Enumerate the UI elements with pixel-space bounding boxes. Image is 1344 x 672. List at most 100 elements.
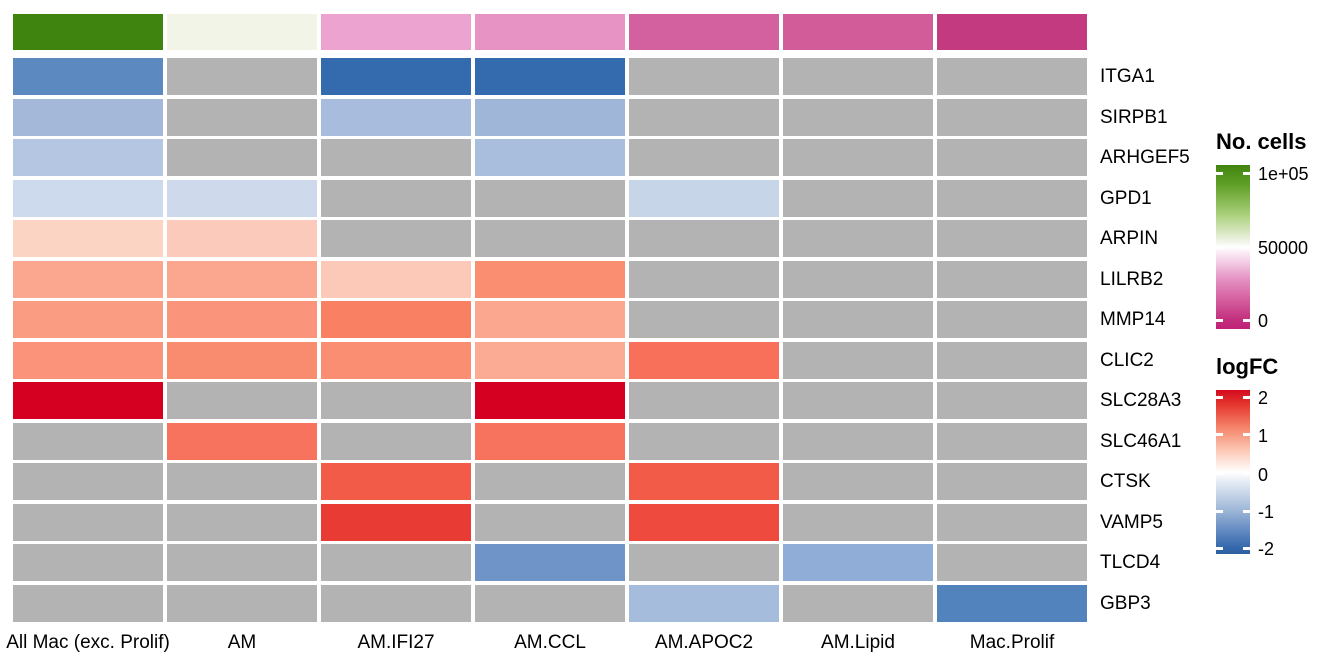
gene-label: VAMP5 <box>1100 511 1164 533</box>
heatmap-cell <box>321 139 471 176</box>
heatmap-cell <box>475 58 625 95</box>
heatmap-cell <box>321 463 471 500</box>
heatmap-cell <box>783 260 933 298</box>
gene-label: MMP14 <box>1100 309 1166 330</box>
heatmap-cell <box>937 422 1087 460</box>
legend-tick-mark <box>1243 546 1250 550</box>
cluster-label-cell: All Mac (exc. Prolif) <box>6 632 170 654</box>
heatmap-cell <box>167 179 317 217</box>
heatmap-cell <box>475 139 625 176</box>
heatmap-cell <box>783 179 933 217</box>
heatmap-cell <box>167 584 317 622</box>
heatmap-cell <box>475 544 625 581</box>
legend-tick-mark <box>1243 509 1250 513</box>
heatmap-cell <box>13 260 163 298</box>
legend-tick-mark <box>1216 546 1223 550</box>
cluster-label: AM.APOC2 <box>654 632 754 653</box>
cluster-label: All Mac (exc. Prolif) <box>6 632 170 653</box>
gene-label: TLCD4 <box>1100 552 1161 573</box>
heatmap-cell <box>321 98 471 136</box>
heatmap-cell <box>167 301 317 338</box>
heatmap-cell <box>475 382 625 419</box>
heatmap-cell <box>475 98 625 136</box>
heatmap-cell <box>937 58 1087 95</box>
heatmap-cell <box>937 139 1087 176</box>
heatmap-cell <box>475 503 625 541</box>
gene-label: GBP3 <box>1100 592 1151 614</box>
heatmap-cell <box>937 584 1087 622</box>
legend-logfc-colorbar: 2 1 0 -1 -2 <box>1216 389 1274 558</box>
heatmap-cell <box>629 503 779 541</box>
heatmap-cell <box>167 260 317 298</box>
heatmap-cell <box>937 544 1087 581</box>
gene-label: CTSK <box>1100 471 1151 492</box>
heatmap-cell <box>13 220 163 257</box>
cluster-label: AM.Lipid <box>821 632 895 653</box>
heatmap-cell <box>783 463 933 500</box>
heatmap-cell <box>13 301 163 338</box>
legend-tick-label: 0 <box>1258 311 1269 332</box>
cluster-label: Mac.Prolif <box>969 632 1055 653</box>
heatmap-cell <box>321 422 471 460</box>
legend-tick-mark <box>1243 395 1250 399</box>
legend-no-cells-title: No. cells <box>1216 129 1307 154</box>
heatmap-cell <box>937 463 1087 500</box>
legend-tick-mark <box>1216 395 1223 399</box>
gene-label: SIRPB1 <box>1100 106 1168 128</box>
legend-tick-mark <box>1243 245 1250 249</box>
legend-tick-mark <box>1216 318 1223 322</box>
heatmap-cell <box>783 341 933 379</box>
heatmap-cell <box>13 463 163 500</box>
heatmap-cell <box>783 503 933 541</box>
cluster-label-cell: Mac.Prolif <box>937 632 1087 654</box>
heatmap-cell <box>937 301 1087 338</box>
heatmap-cell <box>321 179 471 217</box>
column-labels: All Mac (exc. Prolif) AM AM.IFI27 AM.CCL AM.… <box>6 632 1087 654</box>
legend-tick-mark <box>1216 509 1223 513</box>
heatmap-grid: ITGA1 SIRPB1 ARHGEF5 GPD1 ARPIN LILRB2 MMP14 CL… <box>13 58 1201 622</box>
heatmap-cell <box>783 98 933 136</box>
heatmap-cell <box>321 503 471 541</box>
heatmap-cell <box>629 260 779 298</box>
heatmap-cell <box>629 139 779 176</box>
heatmap-cell <box>167 422 317 460</box>
gene-label: ARPIN <box>1100 228 1159 249</box>
heatmap-cell <box>13 341 163 379</box>
legend-tick-label: 2 <box>1258 388 1269 409</box>
heatmap-cell <box>13 544 163 581</box>
heatmap-cell <box>475 584 625 622</box>
cluster-label: AM.CCL <box>514 632 586 653</box>
gene-label: GPD1 <box>1100 187 1152 209</box>
heatmap-cell <box>167 220 317 257</box>
legend-tick-mark <box>1216 171 1223 175</box>
heatmap-cell <box>167 503 317 541</box>
cluster-label: AM.IFI27 <box>357 632 435 653</box>
heatmap-cell <box>13 584 163 622</box>
heatmap-cell <box>629 463 779 500</box>
heatmap-cell <box>321 382 471 419</box>
legend-tick-mark <box>1243 171 1250 175</box>
legend-tick-label: -1 <box>1258 502 1275 523</box>
heatmap-cell <box>13 98 163 136</box>
heatmap-cell <box>475 220 625 257</box>
heatmap-cell <box>629 58 779 95</box>
gene-label: ARHGEF5 <box>1100 147 1190 168</box>
cluster-label-cell: AM.Lipid <box>783 632 933 654</box>
annotation-row <box>13 14 1201 50</box>
heatmap-cell <box>937 179 1087 217</box>
heatmap-cell <box>13 179 163 217</box>
heatmap-cell <box>783 422 933 460</box>
heatmap-cell <box>321 220 471 257</box>
legend-tick-mark <box>1243 318 1250 322</box>
cluster-label-cell: AM.IFI27 <box>321 632 471 654</box>
heatmap-cell <box>783 382 933 419</box>
legend-tick-label: 50000 <box>1258 238 1309 259</box>
cluster-label-cell: AM.APOC2 <box>629 632 779 654</box>
heatmap-cell <box>167 58 317 95</box>
heatmap-cell <box>629 584 779 622</box>
legend-tick-label: 0 <box>1258 464 1269 485</box>
heatmap-cell <box>937 503 1087 541</box>
heatmap-cell <box>321 584 471 622</box>
heatmap-cell <box>167 341 317 379</box>
